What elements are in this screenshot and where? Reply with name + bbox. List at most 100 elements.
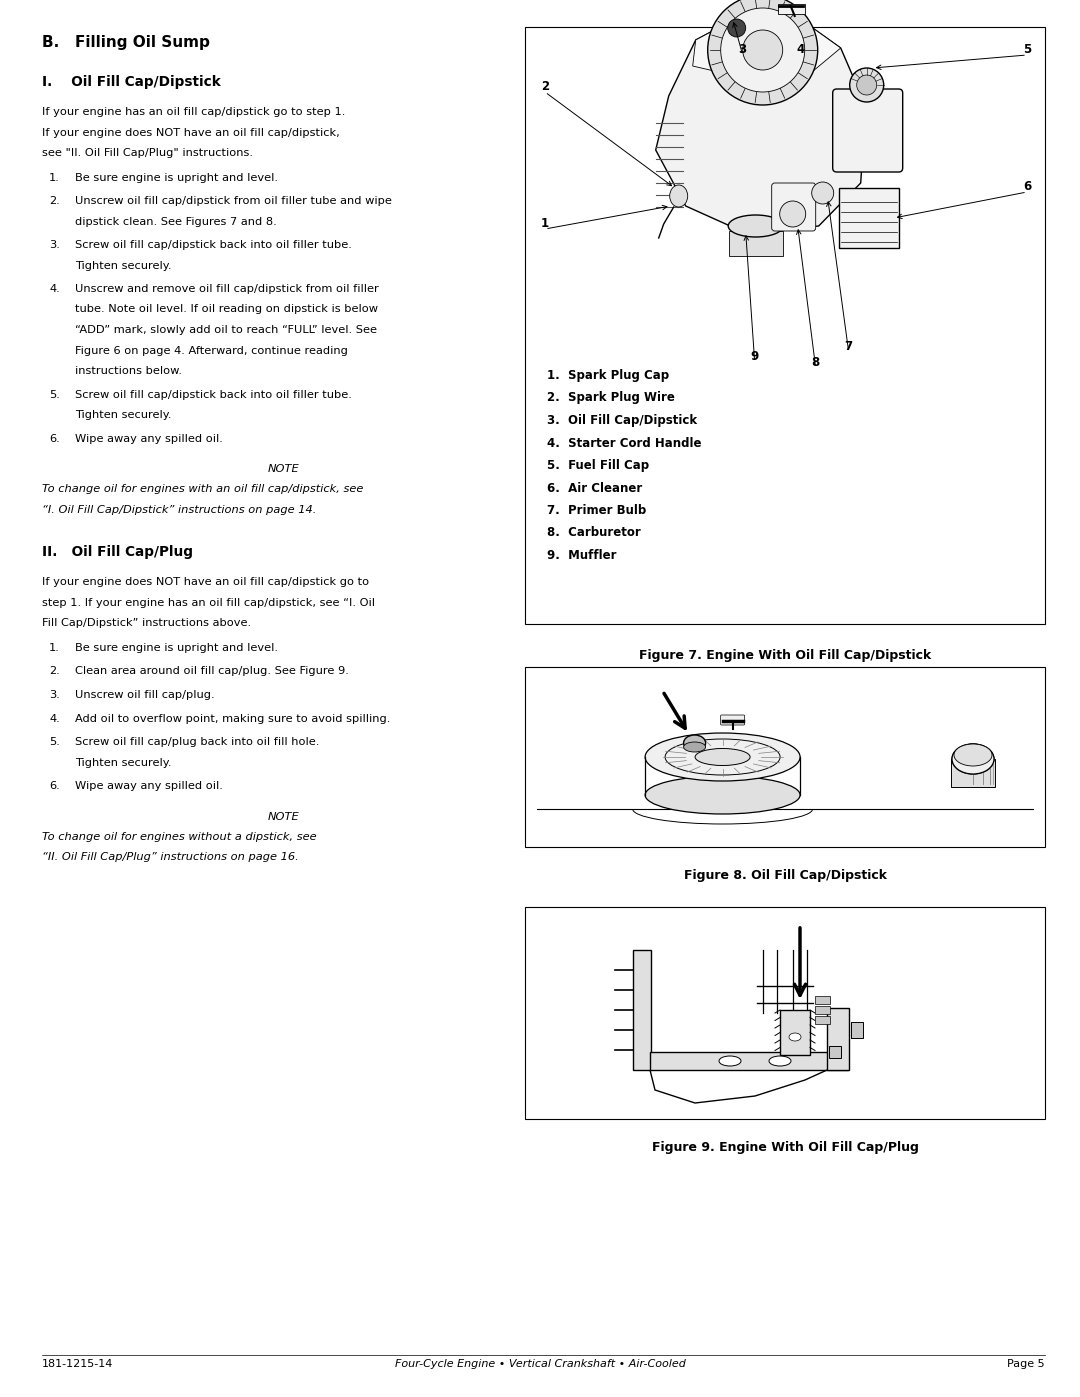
Text: “I. Oil Fill Cap/Dipstick” instructions on page 14.: “I. Oil Fill Cap/Dipstick” instructions … (42, 504, 316, 515)
Text: 4.  Starter Cord Handle: 4. Starter Cord Handle (546, 436, 702, 450)
Bar (729, 231, 783, 256)
Text: 181-1215-14: 181-1215-14 (42, 1359, 113, 1369)
Circle shape (780, 201, 806, 226)
Text: dipstick clean. See Figures 7 and 8.: dipstick clean. See Figures 7 and 8. (75, 217, 276, 226)
Text: instructions below.: instructions below. (75, 366, 183, 376)
Text: 7: 7 (845, 339, 853, 352)
Text: 2.  Spark Plug Wire: 2. Spark Plug Wire (546, 391, 675, 405)
Circle shape (743, 29, 783, 70)
Text: Four-Cycle Engine • Vertical Crankshaft • Air-Cooled: Four-Cycle Engine • Vertical Crankshaft … (394, 1359, 686, 1369)
Text: Figure 8. Oil Fill Cap/Dipstick: Figure 8. Oil Fill Cap/Dipstick (684, 869, 887, 882)
Ellipse shape (684, 742, 705, 752)
Ellipse shape (769, 1056, 791, 1066)
Text: 8.  Carburetor: 8. Carburetor (546, 527, 640, 539)
Bar (815, 1006, 831, 1014)
Text: 5.  Fuel Fill Cap: 5. Fuel Fill Cap (546, 460, 649, 472)
Circle shape (728, 20, 745, 36)
Text: 6.: 6. (49, 781, 59, 791)
Text: “ADD” mark, slowly add oil to reach “FULL” level. See: “ADD” mark, slowly add oil to reach “FUL… (75, 326, 377, 335)
Circle shape (850, 68, 883, 102)
Ellipse shape (696, 749, 751, 766)
Text: Figure 7. Engine With Oil Fill Cap/Dipstick: Figure 7. Engine With Oil Fill Cap/Dipst… (639, 650, 931, 662)
Text: 5.: 5. (49, 390, 59, 400)
Bar (839, 189, 899, 249)
Text: To change oil for engines with an oil fill cap/dipstick, see: To change oil for engines with an oil fi… (42, 485, 363, 495)
Text: “II. Oil Fill Cap/Plug” instructions on page 16.: “II. Oil Fill Cap/Plug” instructions on … (42, 852, 299, 862)
Text: II.   Oil Fill Cap/Plug: II. Oil Fill Cap/Plug (42, 545, 193, 560)
Text: 3: 3 (739, 42, 746, 56)
Circle shape (720, 8, 805, 92)
Bar (951, 759, 995, 787)
Ellipse shape (951, 745, 994, 774)
Text: 3.: 3. (49, 690, 59, 700)
Bar (525, 907, 1045, 1119)
Text: If your engine does NOT have an oil fill cap/dipstick go to: If your engine does NOT have an oil fill… (42, 577, 369, 588)
Text: Page 5: Page 5 (1008, 1359, 1045, 1369)
Circle shape (707, 0, 818, 105)
Text: To change oil for engines without a dipstick, see: To change oil for engines without a dips… (42, 833, 316, 842)
Text: Clean area around oil fill cap/plug. See Figure 9.: Clean area around oil fill cap/plug. See… (75, 666, 349, 676)
Text: Fill Cap/Dipstick” instructions above.: Fill Cap/Dipstick” instructions above. (42, 619, 252, 629)
Text: 7.  Primer Bulb: 7. Primer Bulb (546, 504, 646, 517)
Bar (525, 27, 1045, 624)
Text: Wipe away any spilled oil.: Wipe away any spilled oil. (75, 433, 222, 443)
Text: If your engine does NOT have an oil fill cap/dipstick,: If your engine does NOT have an oil fill… (42, 127, 340, 137)
Text: Unscrew oil fill cap/dipstick from oil filler tube and wipe: Unscrew oil fill cap/dipstick from oil f… (75, 196, 392, 205)
Bar (780, 1010, 810, 1055)
Ellipse shape (719, 1056, 741, 1066)
Text: see "II. Oil Fill Cap/Plug" instructions.: see "II. Oil Fill Cap/Plug" instructions… (42, 148, 253, 158)
Circle shape (856, 75, 877, 95)
Text: 3.: 3. (49, 240, 59, 250)
Ellipse shape (789, 1032, 801, 1041)
Bar (827, 1009, 849, 1070)
Text: Unscrew and remove oil fill cap/dipstick from oil filler: Unscrew and remove oil fill cap/dipstick… (75, 284, 379, 293)
Ellipse shape (951, 745, 994, 774)
Text: 5: 5 (1023, 42, 1031, 56)
Text: 5.: 5. (49, 738, 59, 747)
Ellipse shape (645, 775, 800, 814)
Circle shape (812, 182, 834, 204)
Text: 6.  Air Cleaner: 6. Air Cleaner (546, 482, 643, 495)
Text: NOTE: NOTE (268, 812, 299, 821)
FancyBboxPatch shape (720, 715, 744, 725)
Text: 6.: 6. (49, 433, 59, 443)
Bar (633, 950, 651, 1070)
Text: 8: 8 (811, 355, 820, 369)
Text: 1: 1 (541, 217, 549, 229)
Text: 6: 6 (1023, 179, 1031, 193)
Text: 9.  Muffler: 9. Muffler (546, 549, 617, 562)
FancyBboxPatch shape (833, 89, 903, 172)
Text: B.   Filling Oil Sump: B. Filling Oil Sump (42, 35, 210, 50)
Text: Be sure engine is upright and level.: Be sure engine is upright and level. (75, 172, 278, 183)
Text: Tighten securely.: Tighten securely. (75, 260, 172, 271)
Text: Figure 9. Engine With Oil Fill Cap/Plug: Figure 9. Engine With Oil Fill Cap/Plug (651, 1141, 918, 1154)
Text: Screw oil fill cap/dipstick back into oil filler tube.: Screw oil fill cap/dipstick back into oi… (75, 240, 352, 250)
Polygon shape (692, 15, 840, 73)
Text: 1.: 1. (49, 172, 59, 183)
Text: 4.: 4. (49, 284, 59, 293)
Text: 2.: 2. (49, 196, 59, 205)
Text: 1.  Spark Plug Cap: 1. Spark Plug Cap (546, 369, 670, 381)
Bar (815, 1016, 831, 1024)
Ellipse shape (670, 184, 688, 207)
Bar (815, 996, 831, 1004)
Text: NOTE: NOTE (268, 464, 299, 474)
Text: 1.: 1. (49, 643, 59, 652)
Ellipse shape (728, 215, 783, 237)
Bar (829, 1046, 841, 1058)
Ellipse shape (954, 745, 993, 766)
Text: I.    Oil Fill Cap/Dipstick: I. Oil Fill Cap/Dipstick (42, 75, 220, 89)
Text: 2.: 2. (49, 666, 59, 676)
Bar (650, 1052, 848, 1070)
Text: Be sure engine is upright and level.: Be sure engine is upright and level. (75, 643, 278, 652)
Text: Screw oil fill cap/plug back into oil fill hole.: Screw oil fill cap/plug back into oil fi… (75, 738, 320, 747)
Ellipse shape (645, 733, 800, 781)
Text: Wipe away any spilled oil.: Wipe away any spilled oil. (75, 781, 222, 791)
Ellipse shape (684, 735, 705, 752)
Text: Add oil to overflow point, making sure to avoid spilling.: Add oil to overflow point, making sure t… (75, 714, 390, 724)
Text: tube. Note oil level. If oil reading on dipstick is below: tube. Note oil level. If oil reading on … (75, 305, 378, 314)
Text: 4: 4 (797, 42, 805, 56)
Text: step 1. If your engine has an oil fill cap/dipstick, see “I. Oil: step 1. If your engine has an oil fill c… (42, 598, 375, 608)
Text: 4.: 4. (49, 714, 59, 724)
Text: Screw oil fill cap/dipstick back into oil filler tube.: Screw oil fill cap/dipstick back into oi… (75, 390, 352, 400)
